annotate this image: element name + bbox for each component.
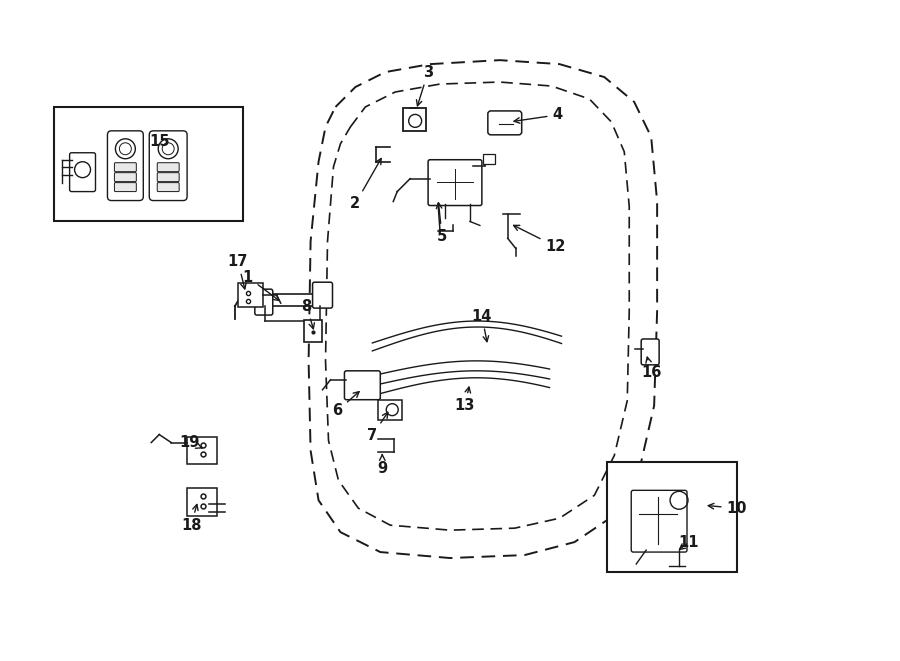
FancyBboxPatch shape xyxy=(69,153,95,192)
FancyBboxPatch shape xyxy=(158,182,179,192)
FancyBboxPatch shape xyxy=(158,163,179,172)
Text: 2: 2 xyxy=(350,159,381,211)
Text: 3: 3 xyxy=(417,65,433,106)
Text: 10: 10 xyxy=(708,501,747,516)
FancyBboxPatch shape xyxy=(114,182,136,192)
Bar xyxy=(54,107,243,221)
Text: 1: 1 xyxy=(243,270,279,301)
Bar xyxy=(402,108,426,132)
Text: 5: 5 xyxy=(436,203,447,244)
Text: 7: 7 xyxy=(367,412,388,443)
Text: 17: 17 xyxy=(228,254,248,289)
Text: 11: 11 xyxy=(679,535,699,549)
FancyBboxPatch shape xyxy=(238,283,263,307)
Bar xyxy=(378,400,402,420)
Text: 14: 14 xyxy=(472,309,492,342)
FancyBboxPatch shape xyxy=(265,294,319,306)
FancyBboxPatch shape xyxy=(187,488,217,516)
FancyBboxPatch shape xyxy=(107,131,143,200)
Bar xyxy=(303,320,321,342)
FancyBboxPatch shape xyxy=(255,289,273,315)
Text: 15: 15 xyxy=(149,134,169,149)
Text: 12: 12 xyxy=(514,225,566,254)
FancyBboxPatch shape xyxy=(114,163,136,172)
FancyBboxPatch shape xyxy=(114,173,136,182)
FancyBboxPatch shape xyxy=(187,436,217,465)
Text: 8: 8 xyxy=(302,299,314,329)
Text: 6: 6 xyxy=(332,391,359,418)
FancyBboxPatch shape xyxy=(312,282,332,308)
Text: 13: 13 xyxy=(454,387,475,413)
FancyBboxPatch shape xyxy=(149,131,187,200)
Text: 16: 16 xyxy=(641,357,662,380)
Text: 19: 19 xyxy=(179,435,203,450)
Text: 18: 18 xyxy=(181,504,202,533)
FancyBboxPatch shape xyxy=(158,173,179,182)
Text: 9: 9 xyxy=(377,455,387,476)
FancyBboxPatch shape xyxy=(345,371,381,400)
Text: 4: 4 xyxy=(514,107,562,123)
FancyBboxPatch shape xyxy=(631,490,687,552)
FancyBboxPatch shape xyxy=(488,111,522,135)
FancyBboxPatch shape xyxy=(428,160,482,206)
Bar xyxy=(608,463,737,572)
Bar xyxy=(483,154,495,164)
FancyBboxPatch shape xyxy=(641,339,659,365)
